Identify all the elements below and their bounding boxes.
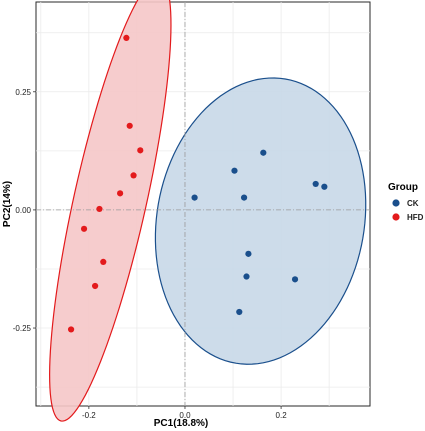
axis-ticks: -0.2 0.0 0.2 -0.25 0.00 0.25 bbox=[13, 88, 287, 420]
y-axis-title: PC2(14%) bbox=[2, 181, 13, 227]
point-hfd bbox=[67, 326, 75, 333]
y-tick-label: 0.00 bbox=[15, 206, 31, 215]
legend-title: Group bbox=[388, 182, 418, 193]
point-hfd bbox=[80, 225, 88, 232]
point-hfd bbox=[96, 205, 103, 213]
data-points bbox=[67, 34, 328, 333]
legend-key-ck bbox=[392, 199, 400, 207]
confidence-ellipses bbox=[49, 0, 367, 422]
point-hfd bbox=[117, 190, 124, 197]
ellipse-ck bbox=[154, 77, 367, 365]
x-tick-label: -0.2 bbox=[82, 411, 96, 420]
point-hfd bbox=[123, 34, 130, 42]
y-tick-label: 0.25 bbox=[15, 88, 31, 97]
point-ck bbox=[240, 194, 248, 201]
point-ck bbox=[291, 276, 299, 283]
point-hfd bbox=[100, 258, 107, 265]
point-hfd bbox=[92, 282, 99, 290]
zero-lines bbox=[36, 2, 370, 406]
point-ck bbox=[245, 250, 252, 257]
point-ck bbox=[191, 194, 198, 201]
x-tick-label: 0.2 bbox=[276, 411, 288, 420]
legend-label-ck: CK bbox=[407, 199, 419, 208]
point-ck bbox=[260, 149, 267, 156]
legend-key-hfd bbox=[392, 213, 400, 221]
x-axis-title: PC1(18.8%) bbox=[154, 418, 208, 429]
y-tick-label: -0.25 bbox=[13, 324, 32, 333]
point-ck bbox=[312, 180, 319, 188]
point-hfd bbox=[126, 122, 133, 129]
point-ck bbox=[236, 308, 243, 316]
point-ck bbox=[243, 273, 250, 280]
point-hfd bbox=[137, 147, 144, 154]
x-tick-label: 0.0 bbox=[179, 411, 191, 420]
point-ck bbox=[231, 167, 238, 174]
point-ck bbox=[321, 183, 328, 190]
ellipse-hfd bbox=[49, 0, 172, 422]
legend-label-hfd: HFD bbox=[407, 213, 424, 222]
legend: Group CK HFD bbox=[388, 182, 424, 222]
point-hfd bbox=[130, 172, 137, 179]
